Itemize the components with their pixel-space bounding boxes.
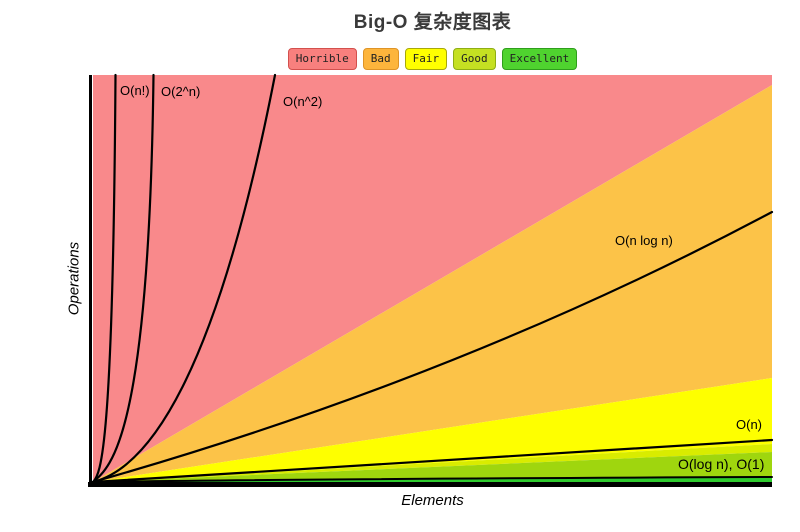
label-linearithmic: O(n log n) — [615, 233, 673, 248]
label-log-const: O(log n), O(1) — [678, 456, 765, 472]
curve-exponential — [91, 73, 155, 484]
curve-factorial — [91, 73, 117, 484]
curve-logarithmic — [92, 476, 773, 483]
curve-quadratic — [91, 73, 277, 484]
curve-linearithmic — [91, 210, 774, 484]
legend-badge-horrible: Horrible — [287, 48, 357, 70]
label-factorial: O(n!) — [120, 83, 150, 98]
region-bad — [93, 85, 772, 482]
y-axis-label: Operations — [65, 241, 83, 316]
y-axis — [89, 75, 92, 486]
region-horrible — [93, 75, 772, 482]
region-fair — [93, 378, 772, 482]
label-linear: O(n) — [736, 417, 762, 432]
x-axis-label: Elements — [401, 492, 464, 509]
page-title: Big-O 复杂度图表 — [353, 12, 512, 33]
legend-badge-excellent: Excellent — [501, 48, 578, 70]
label-exponential: O(2^n) — [161, 84, 201, 99]
legend: Horrible Bad Fair Good Excellent — [93, 48, 772, 70]
legend-badge-bad: Bad — [362, 48, 399, 70]
legend-badge-fair: Fair — [404, 48, 448, 70]
curve-linear — [91, 438, 774, 484]
x-axis — [88, 482, 772, 487]
legend-badge-good: Good — [453, 48, 496, 70]
label-quadratic: O(n^2) — [283, 94, 323, 109]
region-good — [93, 452, 772, 482]
